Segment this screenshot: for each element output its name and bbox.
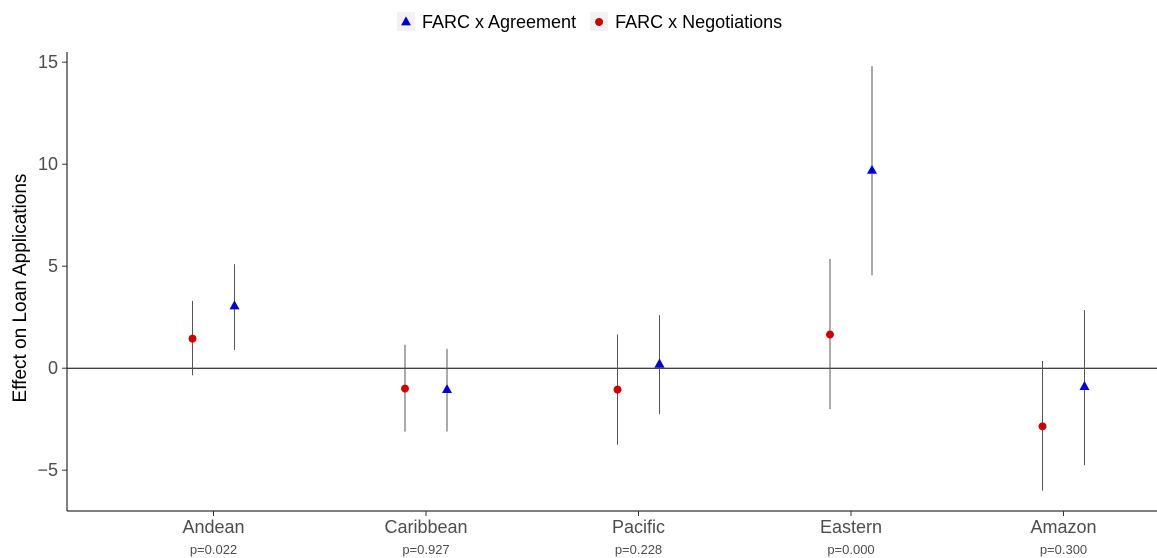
point-agreement xyxy=(1079,380,1090,390)
y-tick-label: 5 xyxy=(48,256,58,276)
x-tick-label: Eastern xyxy=(820,517,882,537)
y-axis-title: Effect on Loan Applications xyxy=(10,174,31,403)
x-tick-label: Pacific xyxy=(612,517,665,537)
point-agreement xyxy=(654,358,665,368)
point-agreement xyxy=(867,164,877,174)
p-value-label: p=0.022 xyxy=(190,542,237,557)
legend-marker-agreement xyxy=(401,16,411,26)
point-negotiations xyxy=(613,385,622,394)
point-negotiations xyxy=(401,384,409,393)
y-tick-label: 15 xyxy=(38,52,58,72)
x-tick-label: Caribbean xyxy=(384,517,467,537)
p-value-label: p=0.228 xyxy=(615,542,662,557)
point-negotiations xyxy=(188,334,197,343)
legend: FARC x Agreement FARC x Negotiations xyxy=(397,12,782,32)
x-tick-label: Amazon xyxy=(1030,517,1096,537)
p-value-label: p=0.300 xyxy=(1040,542,1087,557)
point-agreement xyxy=(442,384,452,394)
plot-area: −5 0 5 10 15 Andean p=0.022 Caribbean p=0.927 Pac… xyxy=(37,52,1157,557)
y-tick-label: 10 xyxy=(38,154,58,174)
p-value-label: p=0.000 xyxy=(827,542,874,557)
p-value-label: p=0.927 xyxy=(402,542,449,557)
legend-label-agreement: FARC x Agreement xyxy=(422,12,576,32)
legend-marker-negotiations xyxy=(595,18,604,26)
point-agreement xyxy=(229,300,240,310)
point-negotiations xyxy=(826,330,834,339)
y-tick-label: 0 xyxy=(48,358,58,378)
x-tick-label: Andean xyxy=(182,517,244,537)
point-negotiations xyxy=(1038,422,1047,431)
legend-label-negotiations: FARC x Negotiations xyxy=(615,12,782,32)
y-tick-label: −5 xyxy=(37,460,58,480)
